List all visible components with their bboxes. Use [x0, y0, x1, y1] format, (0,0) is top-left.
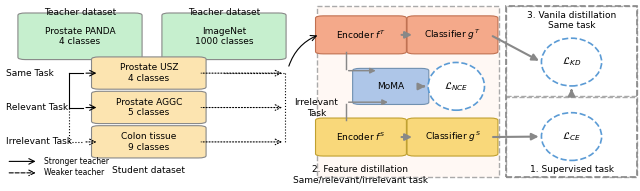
- FancyBboxPatch shape: [407, 118, 498, 156]
- Text: Irrelevant
Task: Irrelevant Task: [294, 98, 339, 118]
- Text: 3. Vanila distillation
Same task: 3. Vanila distillation Same task: [527, 11, 616, 30]
- Text: Colon tissue
9 classes: Colon tissue 9 classes: [121, 132, 177, 151]
- Text: Irrelevant Task: Irrelevant Task: [6, 137, 72, 146]
- Text: Teacher dataset: Teacher dataset: [188, 8, 260, 17]
- FancyBboxPatch shape: [353, 68, 429, 104]
- Text: $\mathcal{L}_{KD}$: $\mathcal{L}_{KD}$: [562, 56, 581, 69]
- Text: Relevant Task: Relevant Task: [6, 103, 68, 112]
- FancyBboxPatch shape: [316, 16, 406, 54]
- Text: Encoder $f^T$: Encoder $f^T$: [336, 29, 386, 41]
- FancyBboxPatch shape: [506, 6, 637, 96]
- Text: MoMA: MoMA: [377, 82, 404, 91]
- Text: Classifier $g^S$: Classifier $g^S$: [424, 130, 481, 144]
- FancyBboxPatch shape: [317, 6, 499, 177]
- FancyBboxPatch shape: [18, 13, 142, 60]
- Ellipse shape: [541, 113, 602, 160]
- Text: $\mathcal{L}_{NCE}$: $\mathcal{L}_{NCE}$: [444, 80, 468, 93]
- Text: Same Task: Same Task: [6, 69, 54, 78]
- Text: Student dataset: Student dataset: [112, 166, 185, 176]
- Text: 1. Supervised task: 1. Supervised task: [529, 164, 614, 174]
- Text: Classifier $g^T$: Classifier $g^T$: [424, 28, 481, 42]
- FancyBboxPatch shape: [92, 57, 206, 89]
- Text: Stronger teacher: Stronger teacher: [44, 157, 109, 166]
- FancyBboxPatch shape: [316, 118, 406, 156]
- FancyBboxPatch shape: [407, 16, 498, 54]
- FancyBboxPatch shape: [162, 13, 286, 60]
- Text: Teacher dataset: Teacher dataset: [44, 8, 116, 17]
- Text: Encoder $f^S$: Encoder $f^S$: [336, 131, 386, 143]
- Text: $\mathcal{L}_{CE}$: $\mathcal{L}_{CE}$: [562, 130, 581, 143]
- Ellipse shape: [541, 38, 602, 86]
- FancyBboxPatch shape: [92, 91, 206, 124]
- FancyBboxPatch shape: [92, 126, 206, 158]
- Ellipse shape: [428, 62, 484, 110]
- Text: ImageNet
1000 classes: ImageNet 1000 classes: [195, 27, 253, 46]
- Text: 2. Feature distillation
Same/relevant/irrelevant task: 2. Feature distillation Same/relevant/ir…: [293, 165, 428, 185]
- Text: Prostate AGGC
5 classes: Prostate AGGC 5 classes: [116, 98, 182, 117]
- FancyBboxPatch shape: [506, 97, 637, 177]
- Text: Prostate USZ
4 classes: Prostate USZ 4 classes: [120, 63, 178, 83]
- Text: Prostate PANDA
4 classes: Prostate PANDA 4 classes: [45, 27, 115, 46]
- Text: Weaker teacher: Weaker teacher: [44, 168, 104, 177]
